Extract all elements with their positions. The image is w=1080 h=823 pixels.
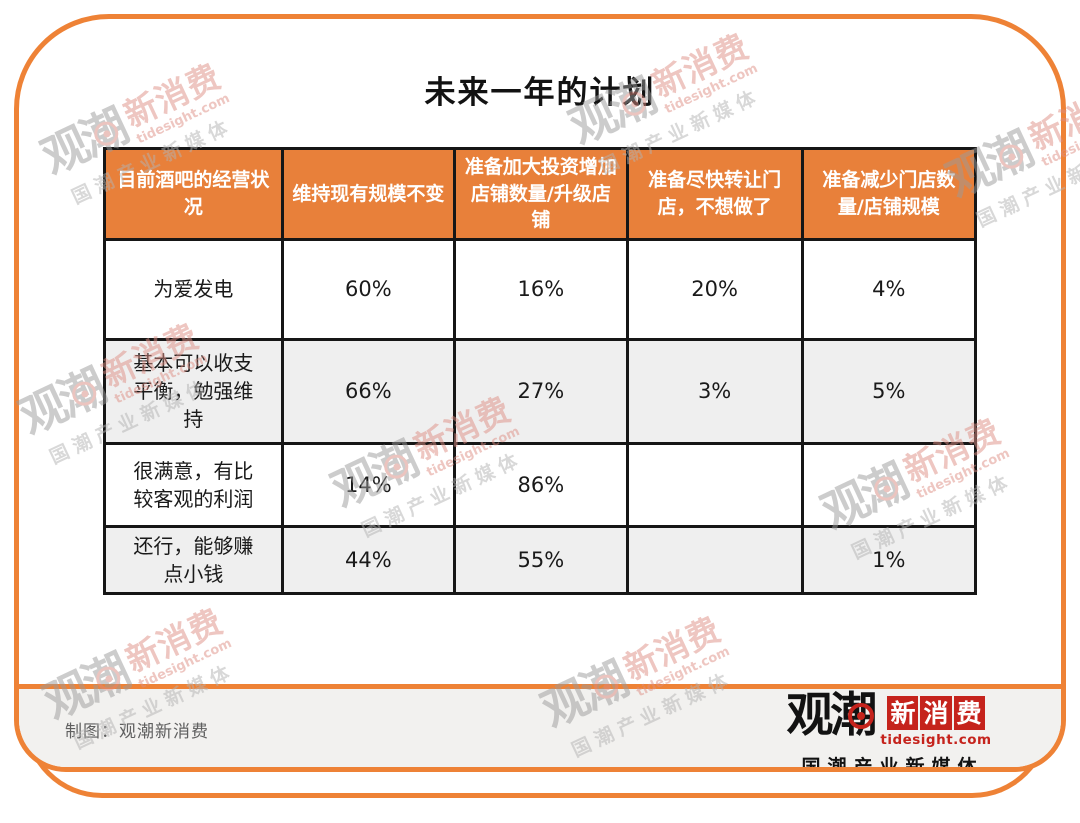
row-label: 基本可以收支平衡，勉强维持 [103, 337, 284, 445]
table-cell: 27% [453, 337, 629, 445]
table-cell: 14% [280, 441, 457, 528]
table-cell: 55% [453, 524, 629, 595]
table-header-row: 目前酒吧的经营状况 维持现有规模不变 准备加大投资增加店铺数量/升级店铺 准备尽… [103, 147, 978, 241]
plan-table: 目前酒吧的经营状况 维持现有规模不变 准备加大投资增加店铺数量/升级店铺 准备尽… [103, 147, 978, 595]
table-cell: 44% [280, 524, 457, 595]
col-header-reduce: 准备减少门店数量/店铺规模 [800, 147, 978, 241]
table-cell: 4% [800, 237, 978, 341]
brand-seal-icon [848, 703, 874, 729]
table-cell: 5% [800, 337, 978, 445]
brand-logo-blocks: 新 消 费 [887, 696, 985, 730]
page-title: 未来一年的计划 [424, 75, 656, 111]
brand-logo-block: 费 [953, 696, 985, 730]
table-cell: 66% [280, 337, 457, 445]
brand-logo-block: 新 [887, 696, 919, 730]
table-cell: 86% [453, 441, 629, 528]
brand-tagline: 国潮产业新媒体 [801, 756, 984, 772]
table-row: 还行，能够赚点小钱 44% 55% 1% [103, 524, 978, 595]
table-cell: 16% [453, 237, 629, 341]
table-cell [625, 441, 804, 528]
col-header-keep-scale: 维持现有规模不变 [280, 147, 457, 241]
brand-logo-right: 新 消 费 tidesight.com [880, 696, 991, 748]
table-cell: 1% [800, 524, 978, 595]
brand-logo-block: 消 [920, 696, 952, 730]
table-cell: 3% [625, 337, 804, 445]
table-cell: 20% [625, 237, 804, 341]
col-header-invest-more: 准备加大投资增加店铺数量/升级店铺 [453, 147, 629, 241]
footer-band: 制图：观潮新消费 观潮 新 消 费 tidesight.com 国潮产业新媒体 [19, 684, 1061, 767]
table-cell [625, 524, 804, 595]
table-row: 很满意，有比较客观的利润 14% 86% [103, 441, 978, 528]
content-card: 未来一年的计划 目前酒吧的经营状况 维持现有规模不变 准备加大投资增加店铺数量/… [14, 14, 1066, 772]
brand-logo-row: 观潮 新 消 费 tidesight.com [763, 691, 1015, 748]
row-label: 为爱发电 [103, 237, 284, 341]
row-label: 还行，能够赚点小钱 [103, 524, 284, 595]
table-row: 为爱发电 60% 16% 20% 4% [103, 237, 978, 341]
col-header-status: 目前酒吧的经营状况 [103, 147, 284, 241]
credit-text: 制图：观潮新消费 [65, 722, 209, 742]
col-header-transfer: 准备尽快转让门店，不想做了 [625, 147, 804, 241]
table-row: 基本可以收支平衡，勉强维持 66% 27% 3% 5% [103, 337, 978, 445]
brand-domain: tidesight.com [880, 732, 992, 748]
table-cell [800, 441, 978, 528]
row-label: 很满意，有比较客观的利润 [103, 441, 284, 528]
table-cell: 60% [280, 237, 457, 341]
brand-logo: 观潮 新 消 费 tidesight.com 国潮产业新媒体 [763, 691, 1015, 772]
